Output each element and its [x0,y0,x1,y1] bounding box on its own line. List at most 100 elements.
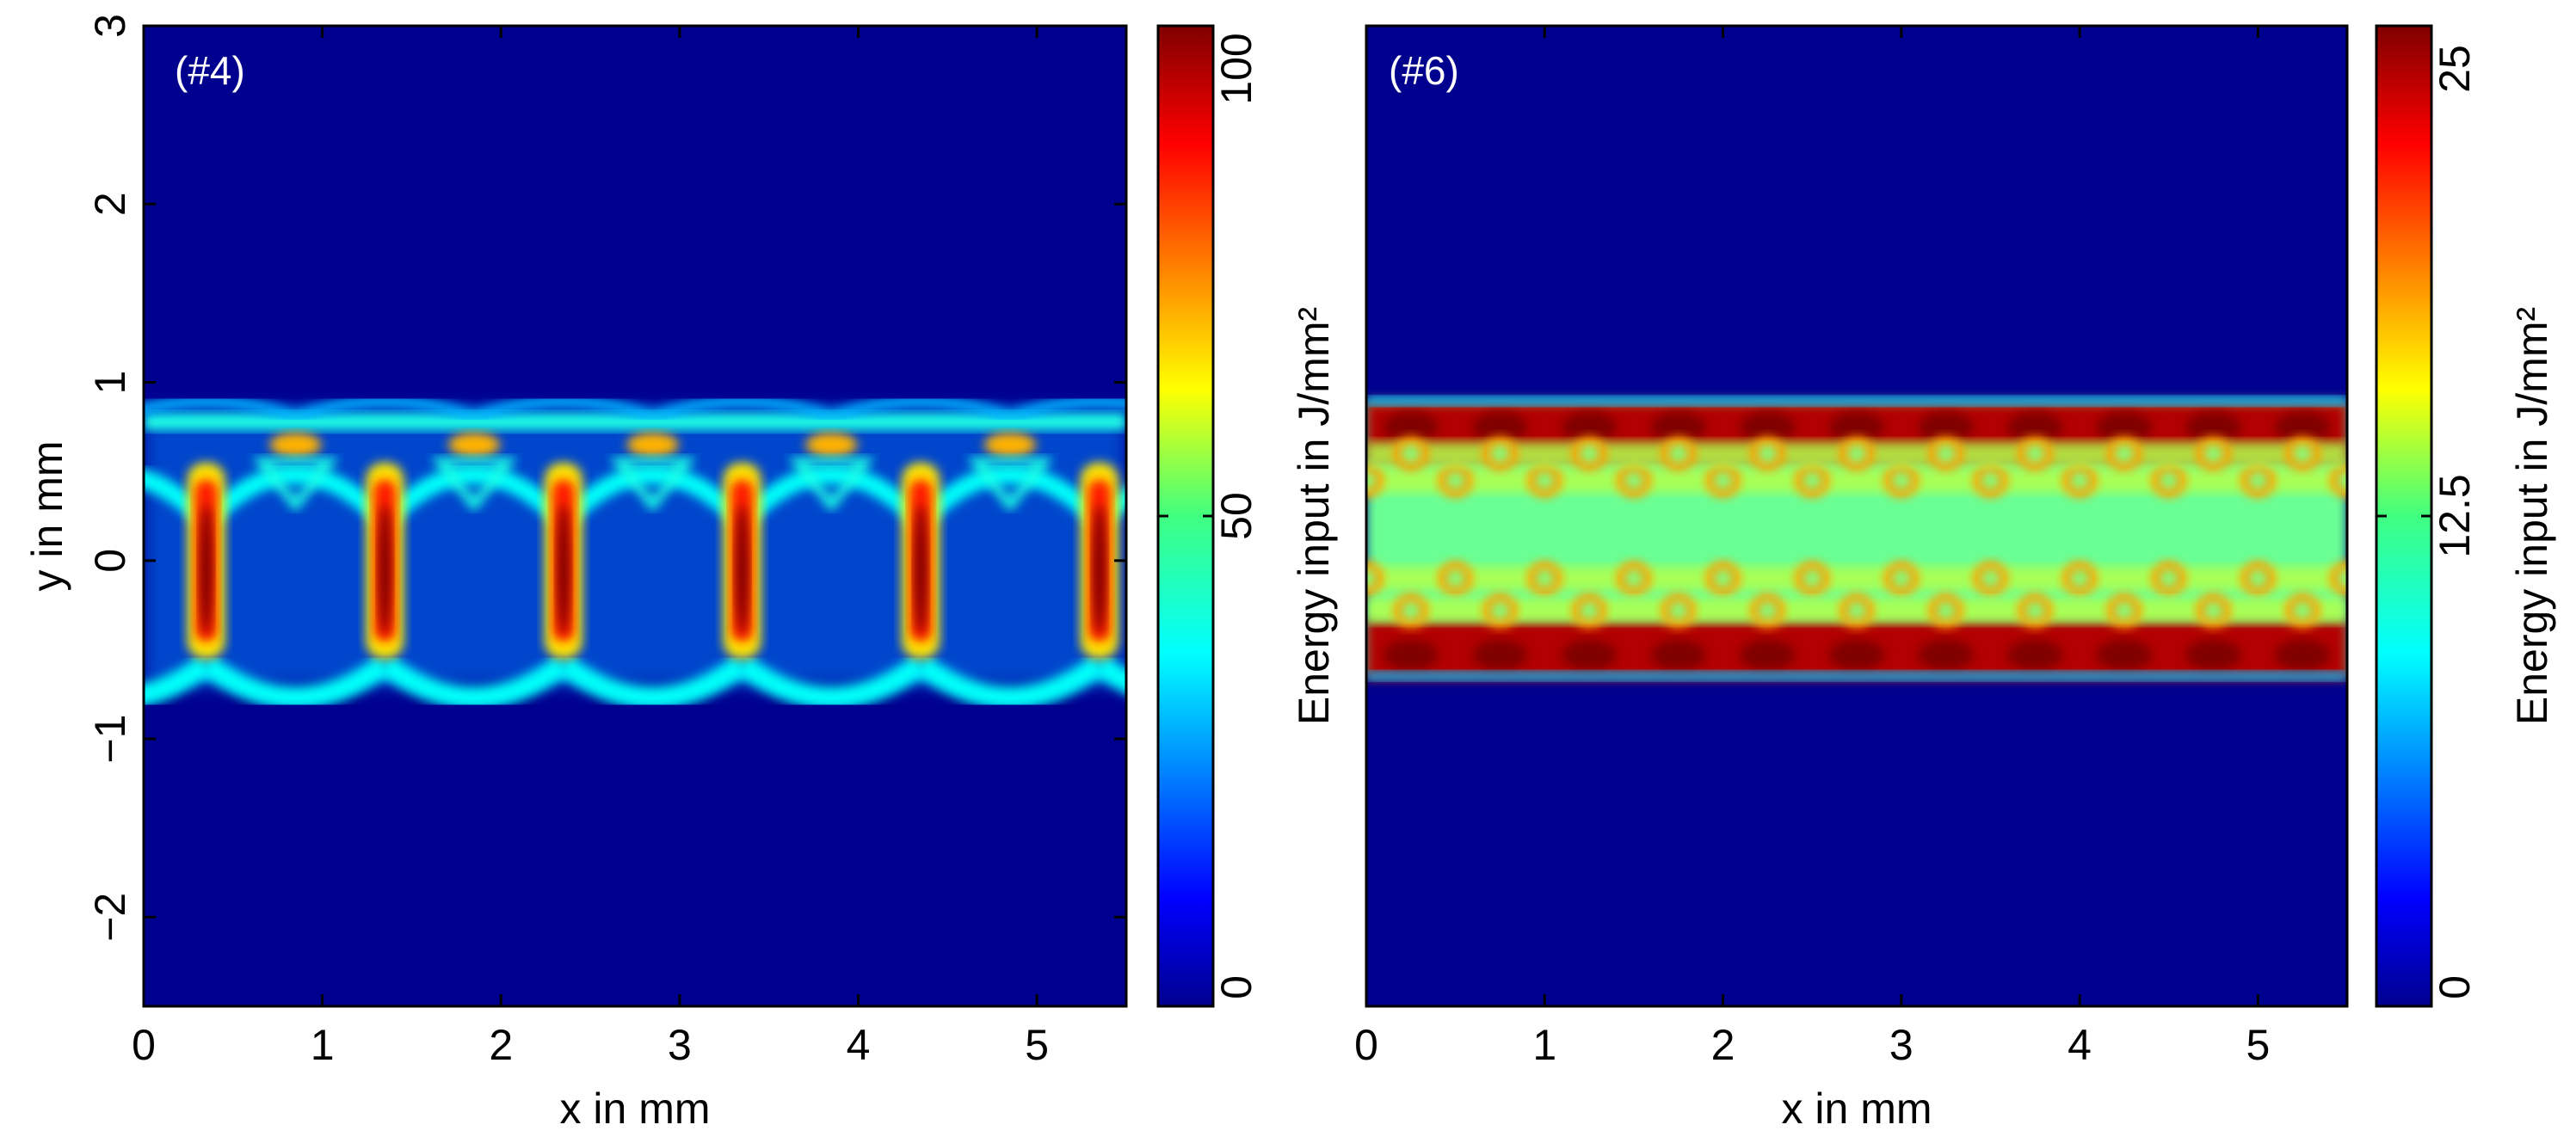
lattice-node [252,458,339,513]
dot-row-center [2338,568,2347,588]
heatmap-panel-1: (#4) 0 1 2 3 4 5 −2 −1 0 1 2 3 x in mm y in mm [0,14,1128,1133]
xtick-label: 1 [1532,1021,1556,1069]
dot-row-center [2203,600,2223,620]
dot-row-center [1366,470,1376,490]
dot-row-center [2338,470,2347,490]
colorbar-tick-label: 12.5 [2431,474,2479,557]
edge-row-peak [1472,639,1528,671]
colorbar-2-label: Energy input in J/mm² [2508,307,2556,725]
upper-hotspot [626,433,679,458]
heatmap-panel-2: (#6) 0 1 2 3 4 5 x in mm [1354,24,2349,1133]
edge-row-peak [1562,411,1618,443]
dot-row-center [1936,444,1956,464]
xtick-label: 2 [489,1021,513,1069]
strut-peak [199,503,213,635]
dot-row-center [2248,470,2268,490]
edge-row-peak [1650,411,1706,443]
xtick-label: 3 [1889,1021,1914,1069]
lower-arc [735,655,928,710]
xtick-label: 3 [668,1021,692,1069]
heatmap-1-frame [142,24,1128,1008]
edge-row-peak [2275,411,2331,443]
dot-row-center [1624,470,1643,490]
lower-arc [199,655,392,710]
strut-peak [556,503,570,635]
top-scallop [1008,396,1126,422]
ytick-label: 1 [86,371,134,395]
colorbar-tick-label: 0 [1212,975,1260,999]
dot-row-center [1803,470,1822,490]
top-scallop [0,402,117,416]
colorbar-1-label: Energy input in J/mm² [1290,307,1338,725]
dot-row-center [1936,600,1956,620]
colorbar-tick-label: 0 [2431,975,2479,999]
top-scallop [471,396,655,422]
top-scallop [829,396,1013,422]
lower-arc [557,655,749,710]
upper-arc [914,465,1106,529]
dot-row-center [2203,444,2223,464]
dot-row-center [1624,568,1643,588]
dot-row-center [1490,444,1510,464]
heatmap-2-frame [1365,24,2349,1008]
lattice-node [609,458,697,513]
edge-row-peak [2275,639,2331,671]
dot-row-center [1668,444,1688,464]
dot-row-center [1891,568,1911,588]
band-top-fringe [1366,396,2347,406]
dot-row-center [1847,444,1866,464]
dot-row-center [2159,470,2179,490]
heatmap-1-field [0,396,1126,710]
dot-row-center [1981,470,2000,490]
edge-row-peak [2007,639,2063,671]
xtick-label: 5 [1025,1021,1049,1069]
dot-row-center [2293,444,2313,464]
dot-row-center [1981,568,2000,588]
ytick-label: −2 [86,893,134,942]
edge-row-peak [1383,639,1439,671]
upper-hotspot [805,433,858,458]
dot-row-center [1891,470,1911,490]
heatmap-1-yticks: −2 −1 0 1 2 3 [86,14,1126,942]
ytick-label: 2 [86,192,134,216]
band-bottom-fringe [1366,671,2347,680]
lower-arc [1093,655,1126,694]
edge-row-peak [1472,411,1528,443]
dot-row-center [1758,600,1778,620]
dot-row-center [1490,600,1510,620]
heatmap-2-field [1366,396,2347,680]
edge-row-peak [1650,639,1706,671]
xtick-label: 0 [132,1021,156,1069]
strut-peak [735,503,749,635]
dot-row-center [1401,444,1420,464]
dot-row-center [2070,470,2090,490]
edge-row-peak [2007,411,2063,443]
edge-row-peak [1740,411,1796,443]
lower-arc [378,655,570,710]
strut-peak [378,503,392,635]
dot-row-center [1847,600,1866,620]
xtick-label: 4 [847,1021,871,1069]
heatmap-2-xticks: 0 1 2 3 4 5 [1354,26,2270,1069]
upper-arc [1092,486,1126,529]
edge-row-peak [2096,639,2152,671]
ytick-label: 0 [86,549,134,573]
lattice-node [430,458,518,513]
dot-row-center [1366,568,1376,588]
edge-row-peak [1829,639,1884,671]
lattice-node [966,458,1054,513]
dot-row-center [1580,600,1599,620]
dot-row-center [1580,444,1599,464]
dot-row-center [1401,600,1420,620]
dot-row-band [1366,566,2347,591]
lower-arc [144,655,213,707]
edge-row-peak [1918,411,1974,443]
edge-row-peak [2185,639,2241,671]
xtick-label: 1 [311,1021,335,1069]
upper-hotspot [448,433,501,458]
heatmap-2-xlabel: x in mm [1782,1085,1932,1133]
panel-2-label: (#6) [1389,48,1459,93]
dot-row-center [1713,568,1733,588]
dot-row-center [2248,568,2268,588]
